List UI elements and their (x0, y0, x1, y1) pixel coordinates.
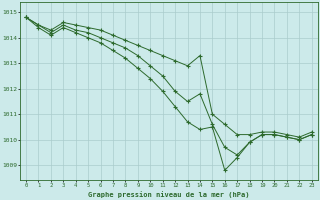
X-axis label: Graphe pression niveau de la mer (hPa): Graphe pression niveau de la mer (hPa) (88, 191, 250, 198)
